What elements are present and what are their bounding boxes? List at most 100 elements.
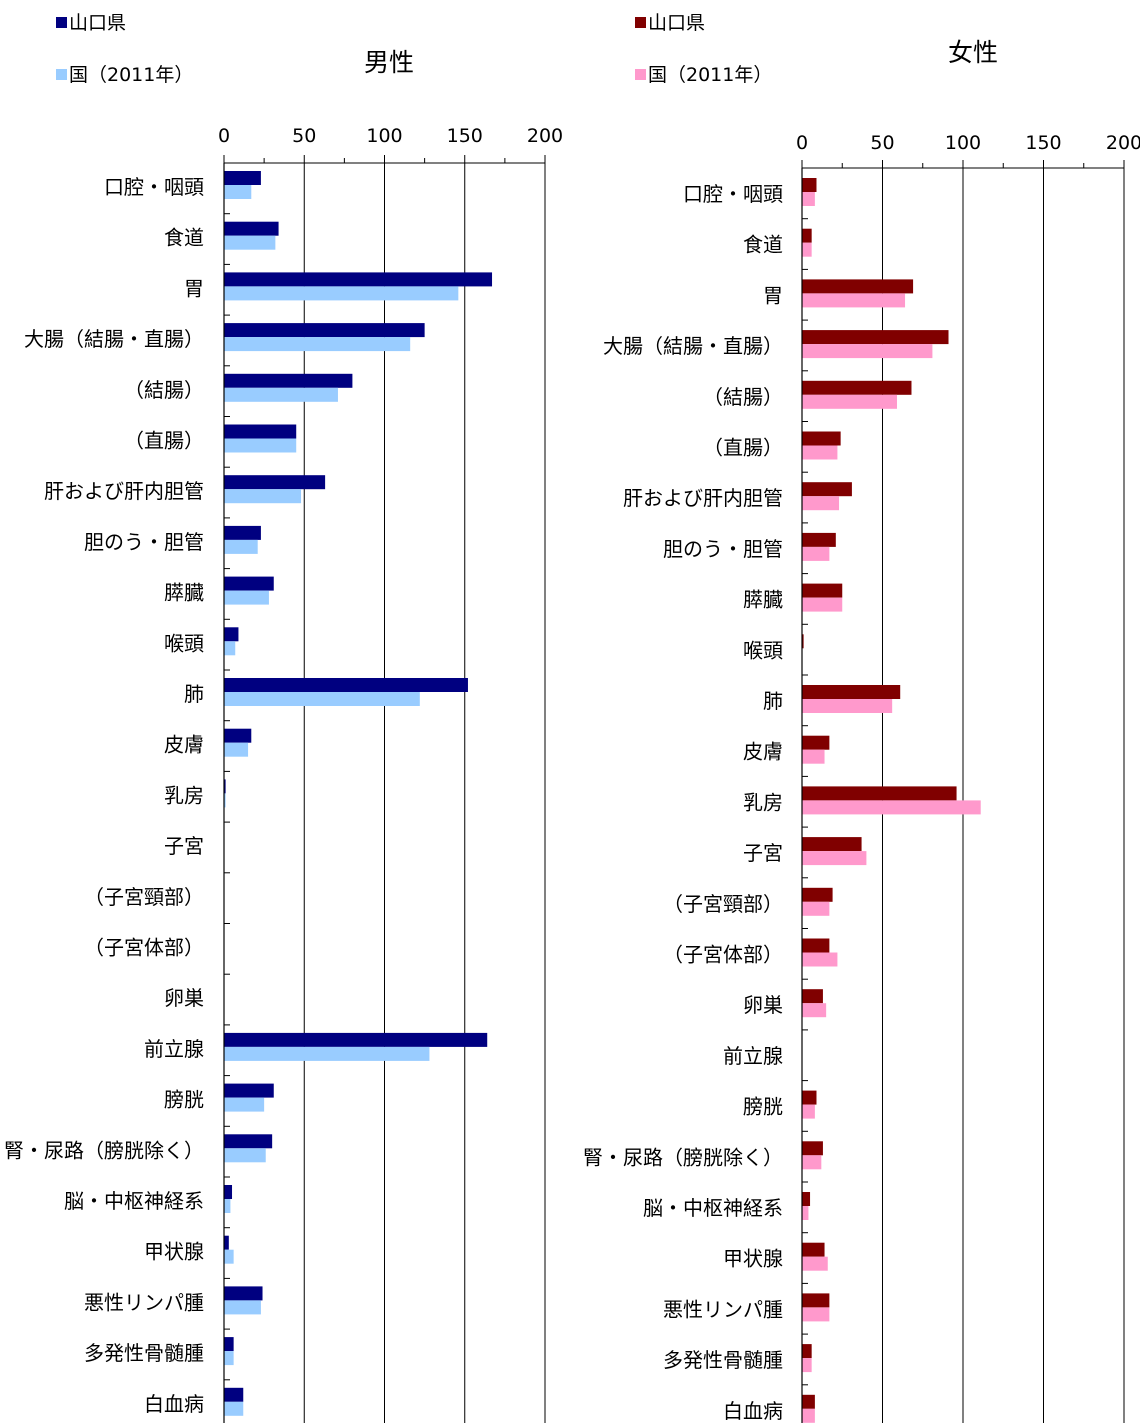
bar-male-s1-23 [224,1351,234,1366]
bar-male-s0-3 [224,323,425,338]
bar-female-s0-3 [802,330,949,345]
bar-female-s1-19 [802,1155,822,1170]
category-label-male-17: 前立腺 [144,1037,204,1061]
legend-label-male-yamaguchi: 山口県 [69,12,127,34]
category-label-female-21: 甲状腺 [723,1247,783,1271]
category-label-male-2: 胃 [184,276,204,300]
bar-male-s1-1 [224,235,276,250]
category-label-male-7: 胆のう・胆管 [84,530,204,554]
bar-male-s0-12 [224,779,226,794]
legend-male-national: 国（2011年） [56,64,193,86]
bar-male-s0-11 [224,728,252,743]
bar-female-s0-1 [802,228,812,243]
category-label-male-24: 白血病 [144,1392,204,1416]
bar-male-s0-10 [224,678,468,692]
category-label-female-13: 子宮 [743,841,783,865]
bar-female-s0-19 [802,1141,823,1156]
bar-male-s0-24 [224,1387,244,1402]
bar-male-s1-12 [224,793,226,808]
category-label-female-24: 白血病 [723,1399,783,1423]
category-label-female-1: 食道 [743,233,783,257]
category-label-male-13: 子宮 [164,834,204,858]
category-label-female-2: 胃 [763,283,783,307]
bar-female-s0-23 [802,1344,812,1359]
bar-female-s1-8 [802,597,843,612]
bar-male-s1-10 [224,692,420,706]
bar-female-s1-23 [802,1358,812,1373]
bar-male-s1-6 [224,489,302,504]
legend-label-female-yamaguchi: 山口県 [648,12,706,34]
bar-female-s0-14 [802,887,833,902]
bar-male-s0-5 [224,424,297,439]
bar-male-s1-8 [224,590,269,605]
category-label-male-3: 大腸（結腸・直腸） [24,327,204,351]
bar-female-s0-11 [802,735,830,750]
bar-female-s0-2 [802,279,914,294]
category-label-male-0: 口腔・咽頭 [104,175,204,199]
bar-male-s0-4 [224,373,353,388]
category-label-female-7: 胆のう・胆管 [663,537,783,561]
bar-female-s1-12 [802,800,981,815]
category-label-female-17: 前立腺 [723,1044,783,1068]
bar-male-s0-19 [224,1134,273,1149]
category-label-female-19: 腎・尿路（膀胱除く） [583,1145,783,1169]
bar-female-s0-22 [802,1293,830,1308]
bar-female-s1-21 [802,1256,828,1271]
tick-label-female-50: 50 [870,132,894,154]
bar-female-s1-7 [802,546,830,561]
bar-female-s1-3 [802,344,933,359]
tick-label-male-100: 100 [366,125,402,147]
bar-male-s0-0 [224,171,261,185]
bar-female-s0-5 [802,431,841,446]
bar-female-s0-20 [802,1192,811,1206]
bar-male-s1-2 [224,286,459,301]
bar-female-s1-14 [802,901,830,916]
bar-female-s1-18 [802,1104,815,1119]
bar-female-s1-16 [802,1003,827,1018]
bar-female-s0-12 [802,786,957,801]
category-label-male-20: 脳・中枢神経系 [64,1189,204,1213]
bar-male-s1-21 [224,1249,234,1264]
category-label-male-11: 皮膚 [164,733,204,757]
category-label-female-22: 悪性リンパ腫 [663,1297,783,1321]
legend-female-yamaguchi: 山口県 [635,12,705,34]
bar-male-s0-9 [224,627,239,642]
legend-swatch-female-yamaguchi [635,17,646,28]
category-label-male-1: 食道 [164,226,204,250]
category-label-female-0: 口腔・咽頭 [683,182,783,206]
bar-male-s1-3 [224,337,411,352]
bar-female-s1-22 [802,1307,830,1322]
legend-swatch-male-national [56,69,67,80]
bar-female-s0-9 [802,634,804,649]
category-label-female-11: 皮膚 [743,740,783,764]
bar-female-s0-16 [802,989,823,1004]
bar-female-s1-2 [802,293,906,308]
bar-male-s0-8 [224,576,274,591]
bar-female-s1-11 [802,749,825,764]
category-label-female-18: 膀胱 [743,1095,783,1119]
category-label-female-23: 多発性骨髄腫 [663,1348,783,1372]
bar-male-s1-24 [224,1401,244,1416]
category-label-male-9: 喉頭 [164,631,204,655]
category-label-female-8: 膵臓 [743,588,783,612]
category-label-male-19: 腎・尿路（膀胱除く） [4,1138,204,1162]
category-label-female-20: 脳・中枢神経系 [643,1196,783,1220]
category-label-female-10: 肺 [763,689,783,713]
chart-title-female: 女性 [948,38,999,67]
category-label-male-23: 多発性骨髄腫 [84,1341,204,1365]
category-label-female-16: 卵巣 [743,993,783,1017]
category-label-female-14: （子宮頸部） [663,892,783,916]
category-label-male-16: 卵巣 [164,986,204,1010]
tick-label-male-200: 200 [527,125,563,147]
category-label-female-4: （結腸） [703,385,783,409]
bar-male-s0-1 [224,221,279,236]
bar-female-s1-10 [802,699,893,713]
category-label-male-10: 肺 [184,682,204,706]
bar-female-s0-4 [802,380,912,395]
tick-label-female-0: 0 [796,132,808,154]
bar-male-s0-20 [224,1185,233,1199]
tick-label-female-200: 200 [1106,132,1140,154]
bar-female-s0-18 [802,1090,817,1105]
